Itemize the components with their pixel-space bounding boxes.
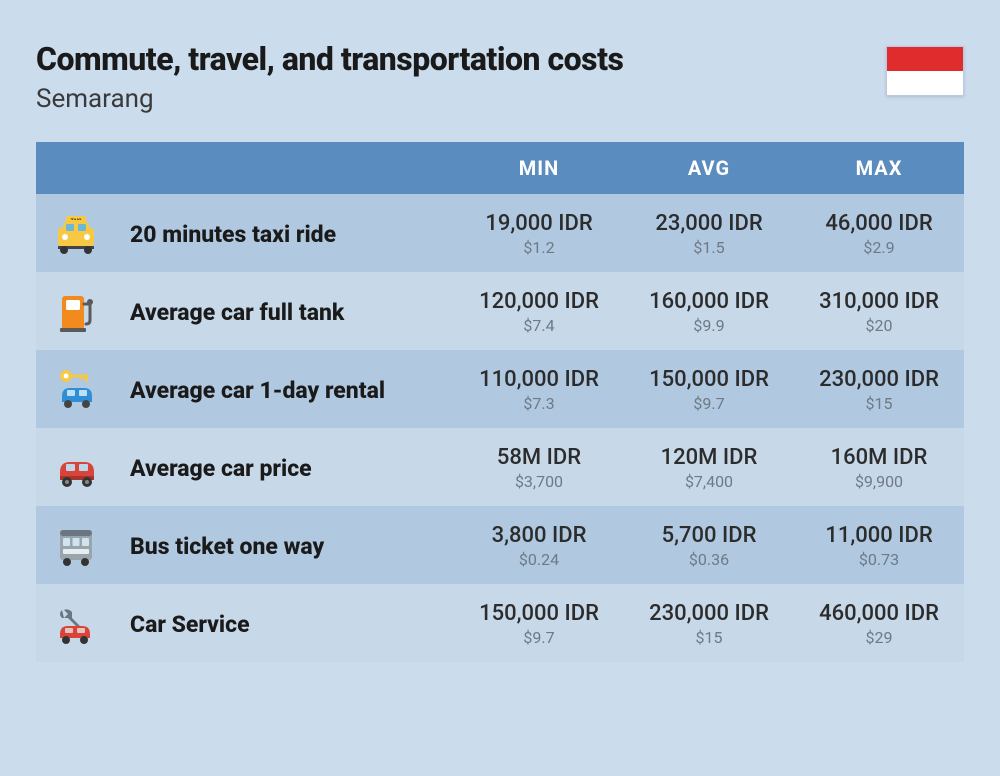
cell-avg: 150,000 IDR $9.7	[624, 350, 794, 428]
cell-min: 3,800 IDR $0.24	[454, 506, 624, 584]
value-secondary: $0.73	[794, 550, 964, 569]
value-secondary: $1.5	[624, 238, 794, 257]
row-label: Average car 1-day rental	[116, 350, 454, 428]
cell-avg: 120M IDR $7,400	[624, 428, 794, 506]
value-primary: 160M IDR	[794, 445, 964, 470]
page-title: Commute, travel, and transportation cost…	[36, 40, 623, 78]
value-secondary: $9.7	[454, 628, 624, 647]
fuel-icon	[36, 272, 116, 350]
cell-max: 46,000 IDR $2.9	[794, 194, 964, 272]
header-text: Commute, travel, and transportation cost…	[36, 40, 623, 114]
value-primary: 460,000 IDR	[794, 601, 964, 626]
value-primary: 150,000 IDR	[624, 367, 794, 392]
value-secondary: $3,700	[454, 472, 624, 491]
value-secondary: $29	[794, 628, 964, 647]
costs-table: MIN AVG MAX 20 minutes taxi ride19,000 I…	[36, 142, 964, 662]
value-secondary: $0.36	[624, 550, 794, 569]
flag-bottom-stripe	[887, 71, 963, 95]
row-label: Car Service	[116, 584, 454, 662]
value-secondary: $9,900	[794, 472, 964, 491]
value-primary: 5,700 IDR	[624, 523, 794, 548]
value-primary: 58M IDR	[454, 445, 624, 470]
value-primary: 150,000 IDR	[454, 601, 624, 626]
table-row: 20 minutes taxi ride19,000 IDR $1.223,000…	[36, 194, 964, 272]
header-label-col	[116, 142, 454, 194]
value-secondary: $1.2	[454, 238, 624, 257]
cell-min: 58M IDR $3,700	[454, 428, 624, 506]
cell-max: 230,000 IDR $15	[794, 350, 964, 428]
row-label: Average car price	[116, 428, 454, 506]
header: Commute, travel, and transportation cost…	[36, 40, 964, 114]
cell-min: 120,000 IDR $7.4	[454, 272, 624, 350]
value-primary: 160,000 IDR	[624, 289, 794, 314]
page-subtitle: Semarang	[36, 84, 623, 114]
header-max: MAX	[794, 142, 964, 194]
value-secondary: $20	[794, 316, 964, 335]
header-min: MIN	[454, 142, 624, 194]
value-primary: 46,000 IDR	[794, 211, 964, 236]
cell-avg: 23,000 IDR $1.5	[624, 194, 794, 272]
value-primary: 19,000 IDR	[454, 211, 624, 236]
value-secondary: $15	[624, 628, 794, 647]
header-icon-col	[36, 142, 116, 194]
value-primary: 3,800 IDR	[454, 523, 624, 548]
value-primary: 11,000 IDR	[794, 523, 964, 548]
value-primary: 23,000 IDR	[624, 211, 794, 236]
row-label: Bus ticket one way	[116, 506, 454, 584]
value-secondary: $15	[794, 394, 964, 413]
service-icon	[36, 584, 116, 662]
row-label: 20 minutes taxi ride	[116, 194, 454, 272]
table-row: Average car full tank120,000 IDR $7.4160,…	[36, 272, 964, 350]
cell-min: 110,000 IDR $7.3	[454, 350, 624, 428]
page-container: Commute, travel, and transportation cost…	[0, 0, 1000, 662]
cell-max: 310,000 IDR $20	[794, 272, 964, 350]
value-primary: 230,000 IDR	[624, 601, 794, 626]
value-secondary: $9.7	[624, 394, 794, 413]
value-primary: 310,000 IDR	[794, 289, 964, 314]
value-primary: 120M IDR	[624, 445, 794, 470]
bus-icon	[36, 506, 116, 584]
table-row: Bus ticket one way3,800 IDR $0.245,700 ID…	[36, 506, 964, 584]
cell-avg: 5,700 IDR $0.36	[624, 506, 794, 584]
value-secondary: $2.9	[794, 238, 964, 257]
cell-avg: 160,000 IDR $9.9	[624, 272, 794, 350]
table-row: Average car price58M IDR $3,700120M IDR $7…	[36, 428, 964, 506]
cell-min: 19,000 IDR $1.2	[454, 194, 624, 272]
table-body: 20 minutes taxi ride19,000 IDR $1.223,000…	[36, 194, 964, 662]
rental-icon	[36, 350, 116, 428]
value-primary: 230,000 IDR	[794, 367, 964, 392]
flag-top-stripe	[887, 47, 963, 71]
value-secondary: $0.24	[454, 550, 624, 569]
row-label: Average car full tank	[116, 272, 454, 350]
value-secondary: $7,400	[624, 472, 794, 491]
table-header-row: MIN AVG MAX	[36, 142, 964, 194]
cell-max: 11,000 IDR $0.73	[794, 506, 964, 584]
taxi-icon	[36, 194, 116, 272]
country-flag	[886, 46, 964, 96]
cell-avg: 230,000 IDR $15	[624, 584, 794, 662]
value-primary: 120,000 IDR	[454, 289, 624, 314]
table-row: Car Service150,000 IDR $9.7230,000 IDR $15…	[36, 584, 964, 662]
cell-max: 460,000 IDR $29	[794, 584, 964, 662]
value-primary: 110,000 IDR	[454, 367, 624, 392]
cell-min: 150,000 IDR $9.7	[454, 584, 624, 662]
value-secondary: $7.4	[454, 316, 624, 335]
value-secondary: $9.9	[624, 316, 794, 335]
car-icon	[36, 428, 116, 506]
table-row: Average car 1-day rental110,000 IDR $7.31…	[36, 350, 964, 428]
header-avg: AVG	[624, 142, 794, 194]
cell-max: 160M IDR $9,900	[794, 428, 964, 506]
value-secondary: $7.3	[454, 394, 624, 413]
